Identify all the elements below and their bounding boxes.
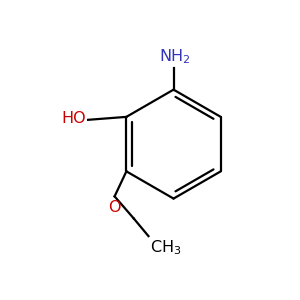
Text: NH$_2$: NH$_2$ (159, 47, 191, 66)
Text: HO: HO (61, 111, 86, 126)
Text: CH$_3$: CH$_3$ (150, 238, 182, 257)
Text: O: O (108, 200, 121, 215)
